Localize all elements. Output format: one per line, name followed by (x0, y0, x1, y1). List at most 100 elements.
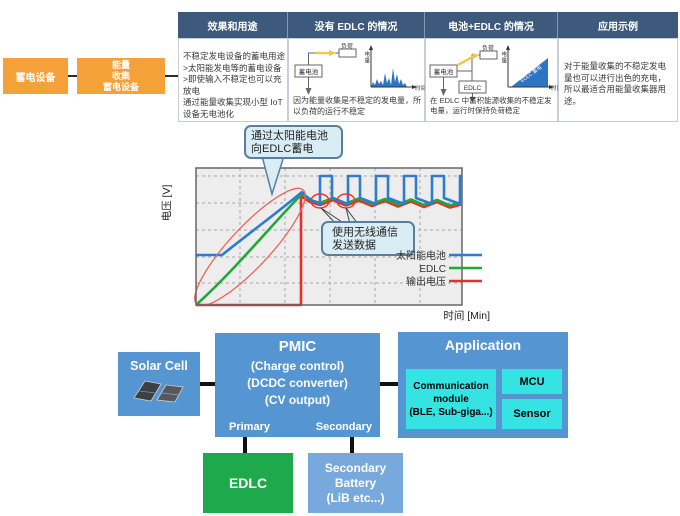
unstable-power-mini-chart: 电 量 时间 (365, 45, 426, 92)
x-axis-label: 时间 [Min] (443, 309, 490, 322)
plot-border (195, 167, 463, 306)
secbat-line: Battery (334, 475, 377, 490)
application-example-text: 对于能量收集的不稳定发电量也可以进行出色的充电，所以最适合用能量收集器用途。 (564, 61, 667, 106)
energy-harvest-storage-box: 能量 收集 蓄电设备 (77, 58, 165, 94)
mini-ylabel-char: 量 (502, 58, 508, 65)
edlc-circuit-diagram: 蓄电池 EDLC 负荷 (429, 44, 498, 103)
header-label: 应用示例 (598, 21, 638, 33)
y-axis-arrow-icon (369, 45, 373, 50)
no-edlc-circuit-diagram: 蓄电池 负荷 (294, 43, 357, 95)
communication-module-block: Communication module (BLE, Sub-giga...) (406, 369, 496, 429)
x-axis-arrow-icon (412, 85, 417, 89)
connector-pmic-application (380, 382, 398, 386)
edlc-block-label: EDLC (228, 475, 268, 491)
voltage-time-chart: 通过太阳能电池 向EDLC蓄电 使用无线通信 发送数据 太阳能电池 EDLC 输… (160, 125, 490, 322)
load-box (338, 48, 357, 58)
load-box (479, 50, 498, 60)
pmic-line: (CV output) (264, 393, 331, 407)
solar-cell-block: Solar Cell (118, 352, 200, 416)
legend-output-label: 输出电压 (406, 275, 446, 288)
table-cell-battery-edlc: 蓄电池 EDLC 负荷 EDLC 蓄电 电 量 (425, 38, 558, 122)
mini-ylabel-char: 电 (502, 50, 508, 58)
spiky-area (371, 68, 407, 87)
flow-connector (165, 75, 178, 77)
ehs-line3: 蓄电设备 (102, 81, 139, 92)
x-axis-arrow-icon (549, 85, 554, 89)
yellow-arrowhead-icon (472, 53, 479, 59)
solar-cell-line (196, 174, 462, 257)
ehs-line2: 收集 (111, 70, 130, 81)
mini-ylabel-char: 量 (365, 58, 371, 65)
effect-line: >即使输入不稳定也可以充放电 (183, 74, 282, 96)
battery-label: 蓄电池 (299, 67, 319, 76)
wire (457, 70, 473, 81)
dip-highlight-circle (310, 193, 330, 209)
solar-cell-label: Solar Cell (130, 359, 188, 373)
edlc-label: EDLC (464, 85, 482, 92)
edlc-caption: 在 EDLC 中蓄积能源收集的不稳定发电量，运行时保持负荷稳定 (430, 96, 552, 115)
down-arrowhead-icon (469, 97, 476, 103)
secondary-battery-block: Secondary Battery (LiB etc...) (308, 453, 403, 513)
table-header-no-edlc: 没有 EDLC 的情况 (288, 12, 425, 38)
comm-line: Communication (413, 380, 489, 392)
application-block: Application Communication module (BLE, S… (398, 332, 568, 438)
load-label: 负荷 (341, 43, 353, 50)
callout-wireless-box (321, 221, 415, 256)
edlc-storage-mini-chart: EDLC 蓄电 电 量 时间 (502, 45, 558, 92)
callout-wireless-line1: 使用无线通信 (332, 225, 398, 239)
application-title: Application (444, 337, 522, 353)
table-header-effect: 效果和用途 (178, 12, 288, 38)
header-label: 没有 EDLC 的情况 (314, 21, 398, 33)
effect-line: >太阳能发电等的蓄电设备 (183, 62, 282, 73)
ehs-line1: 能量 (111, 59, 130, 70)
edlc-block: EDLC (203, 453, 293, 513)
mini-ylabel-char: 电 (365, 50, 371, 58)
legend-edlc-label: EDLC (419, 264, 446, 275)
comm-line: (BLE, Sub-giga...) (409, 406, 493, 418)
charging-highlight-ellipse (194, 187, 306, 307)
pmic-line: (DCDC converter) (247, 376, 348, 390)
flow-connector (68, 75, 77, 77)
mini-xlabel: 时间 (415, 84, 426, 92)
y-axis-label: 电压 [V] (160, 185, 173, 222)
yellow-arrow-icon (457, 55, 474, 66)
effect-line: 不稳定发电设备的蓄电用途 (183, 51, 286, 61)
load-label: 负荷 (482, 44, 494, 52)
secbat-line: (LiB etc...) (326, 490, 385, 505)
table-header-application: 应用示例 (558, 12, 678, 38)
mini-xlabel: 时间 (551, 84, 558, 92)
wire (308, 52, 339, 65)
sensor-label: Sensor (513, 408, 551, 420)
table-cell-effect: 不稳定发电设备的蓄电用途 >太阳能发电等的蓄电设备 >即使输入不稳定也可以充放电… (178, 38, 288, 122)
comm-line: module (433, 393, 469, 405)
comparison-table: 效果和用途 没有 EDLC 的情况 电池+EDLC 的情况 应用示例 不稳定发电… (178, 12, 678, 122)
header-label: 电池+EDLC 的情况 (448, 21, 534, 33)
pmic-primary-label: Primary (229, 421, 270, 433)
secbat-line: Secondary (324, 460, 387, 475)
storage-device-box: 蓄电设备 (3, 58, 68, 94)
no-edlc-caption: 因为能量收集是不稳定的发电量，所以负荷的运行不稳定 (293, 96, 421, 116)
mcu-label: MCU (519, 375, 545, 388)
triangle-area (511, 58, 548, 87)
connector-secondary-battery (350, 437, 354, 453)
yellow-arrowhead-icon (329, 50, 336, 56)
battery-label: 蓄电池 (434, 67, 454, 76)
callout-charge-box (244, 125, 343, 159)
sensor-block: Sensor (502, 399, 562, 429)
pmic-secondary-label: Secondary (315, 421, 372, 433)
y-axis-arrow-icon (506, 45, 510, 50)
pmic-block: PMIC (Charge control) (DCDC converter) (… (215, 333, 380, 437)
table-cell-application: 对于能量收集的不稳定发电量也可以进行出色的充电，所以最适合用能量收集器用途。 (558, 38, 678, 122)
solar-panel-icon (133, 380, 184, 403)
pmic-title: PMIC (278, 338, 317, 355)
legend-solar-label: 太阳能电池 (396, 249, 446, 262)
table-header-battery-edlc: 电池+EDLC 的情况 (425, 12, 558, 38)
storage-device-label: 蓄电设备 (15, 72, 56, 84)
callout-wireless-line2: 发送数据 (332, 238, 376, 252)
table-cell-no-edlc: 蓄电池 负荷 电 量 时间 因为能量收集是不稳定的发电量，所以负荷的运行不稳定 (288, 38, 426, 122)
header-label: 效果和用途 (207, 21, 258, 33)
pmic-line: (Charge control) (250, 359, 345, 373)
callout-charge-line1: 通过太阳能电池 (251, 128, 328, 142)
down-arrowhead-icon (440, 89, 447, 96)
